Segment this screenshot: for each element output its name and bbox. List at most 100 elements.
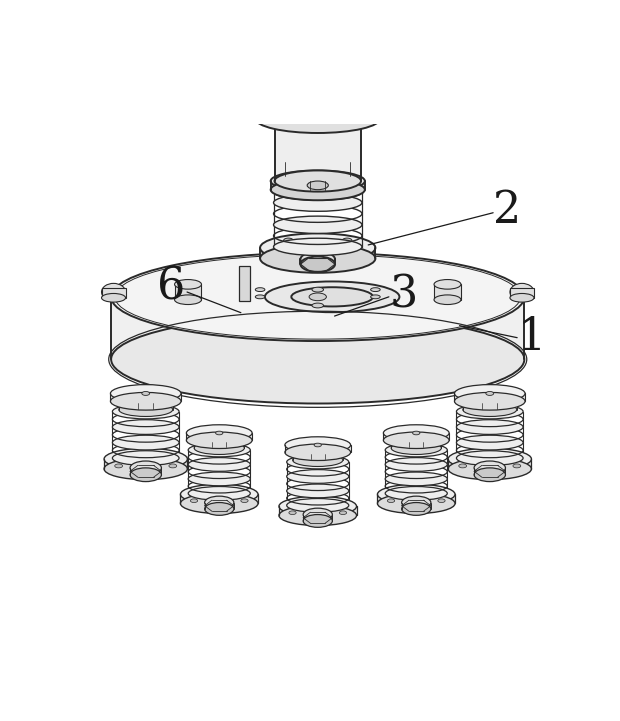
Ellipse shape: [188, 443, 250, 457]
Ellipse shape: [111, 315, 525, 404]
Ellipse shape: [286, 498, 349, 512]
Polygon shape: [285, 445, 351, 452]
Ellipse shape: [255, 104, 380, 133]
Ellipse shape: [303, 515, 332, 527]
Ellipse shape: [510, 283, 534, 301]
Ellipse shape: [371, 295, 380, 298]
Ellipse shape: [188, 472, 250, 486]
Bar: [434, 284, 461, 300]
Ellipse shape: [119, 395, 173, 409]
Ellipse shape: [271, 179, 365, 200]
Ellipse shape: [456, 435, 523, 450]
Polygon shape: [260, 248, 376, 258]
Polygon shape: [205, 503, 234, 509]
Ellipse shape: [294, 101, 342, 112]
Ellipse shape: [378, 493, 455, 513]
Ellipse shape: [448, 448, 531, 470]
Ellipse shape: [169, 464, 177, 468]
Bar: [175, 284, 202, 300]
Ellipse shape: [265, 281, 399, 312]
Ellipse shape: [434, 295, 461, 304]
Ellipse shape: [289, 511, 296, 515]
Ellipse shape: [188, 458, 250, 472]
Text: 2: 2: [494, 189, 521, 232]
Ellipse shape: [378, 485, 455, 505]
Ellipse shape: [104, 458, 187, 479]
Ellipse shape: [438, 499, 445, 503]
Ellipse shape: [391, 442, 441, 454]
Ellipse shape: [141, 464, 151, 469]
Polygon shape: [255, 107, 380, 118]
Polygon shape: [194, 441, 244, 448]
Ellipse shape: [110, 392, 181, 410]
Ellipse shape: [313, 94, 322, 99]
Ellipse shape: [456, 404, 523, 419]
Ellipse shape: [255, 295, 265, 298]
Polygon shape: [474, 468, 505, 474]
Ellipse shape: [474, 468, 505, 482]
Polygon shape: [293, 453, 343, 460]
Ellipse shape: [275, 170, 361, 192]
Ellipse shape: [190, 499, 198, 503]
Ellipse shape: [349, 99, 359, 103]
Ellipse shape: [115, 464, 123, 468]
Ellipse shape: [383, 425, 449, 441]
Polygon shape: [378, 495, 455, 503]
Ellipse shape: [119, 403, 173, 417]
Ellipse shape: [412, 431, 420, 435]
Ellipse shape: [260, 234, 375, 262]
Ellipse shape: [388, 499, 395, 503]
Ellipse shape: [180, 493, 258, 513]
Ellipse shape: [273, 216, 362, 234]
Ellipse shape: [194, 442, 244, 454]
Ellipse shape: [205, 496, 234, 509]
Ellipse shape: [402, 496, 431, 509]
Ellipse shape: [285, 444, 351, 461]
Ellipse shape: [339, 511, 347, 515]
Ellipse shape: [314, 443, 321, 447]
Polygon shape: [110, 394, 181, 402]
Bar: [510, 288, 534, 298]
Ellipse shape: [215, 498, 224, 503]
Ellipse shape: [110, 384, 181, 402]
Ellipse shape: [456, 420, 523, 434]
Ellipse shape: [463, 403, 516, 417]
Ellipse shape: [255, 288, 265, 291]
Ellipse shape: [510, 293, 534, 302]
Ellipse shape: [301, 257, 335, 272]
Polygon shape: [463, 402, 516, 410]
Ellipse shape: [286, 484, 349, 497]
Ellipse shape: [205, 503, 234, 516]
Ellipse shape: [255, 92, 380, 121]
Ellipse shape: [486, 392, 494, 395]
Ellipse shape: [277, 99, 286, 103]
Polygon shape: [402, 503, 431, 509]
Ellipse shape: [391, 434, 441, 447]
Ellipse shape: [283, 238, 293, 243]
Ellipse shape: [342, 238, 352, 243]
Ellipse shape: [273, 194, 362, 211]
Polygon shape: [279, 506, 356, 516]
Ellipse shape: [293, 446, 343, 459]
Polygon shape: [180, 495, 258, 503]
Text: 1: 1: [518, 316, 546, 359]
Polygon shape: [130, 468, 161, 474]
Ellipse shape: [385, 458, 447, 472]
Ellipse shape: [456, 451, 523, 466]
Ellipse shape: [513, 464, 521, 468]
Ellipse shape: [485, 464, 495, 469]
Ellipse shape: [474, 461, 505, 474]
Ellipse shape: [313, 510, 322, 515]
Ellipse shape: [279, 496, 356, 516]
Ellipse shape: [112, 404, 179, 419]
Ellipse shape: [260, 244, 375, 273]
Ellipse shape: [385, 487, 447, 500]
Ellipse shape: [286, 469, 349, 483]
Polygon shape: [383, 433, 449, 441]
Bar: [239, 266, 250, 301]
Ellipse shape: [216, 431, 223, 435]
Ellipse shape: [293, 454, 343, 466]
Ellipse shape: [277, 99, 286, 103]
Ellipse shape: [285, 437, 351, 454]
Ellipse shape: [312, 287, 324, 292]
